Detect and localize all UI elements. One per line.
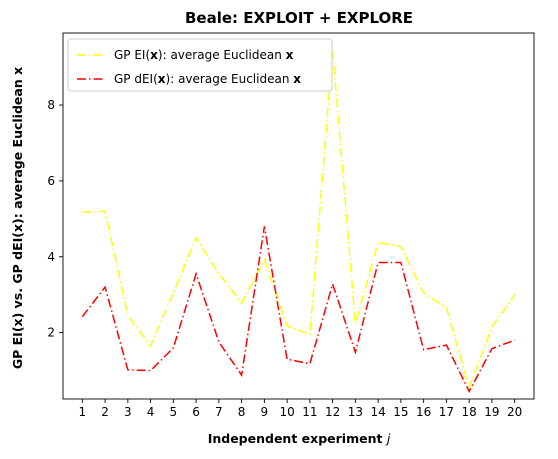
x-tick-label: 6	[192, 405, 200, 419]
y-tick-label: 6	[47, 174, 55, 188]
x-tick-label: 9	[261, 405, 269, 419]
legend-label-part: ): average Euclidean	[166, 72, 294, 86]
legend-label-part: x	[293, 72, 301, 86]
x-tick-label: 18	[462, 405, 477, 419]
x-tick-label: 11	[302, 405, 317, 419]
x-axis-label-text: Independent experiment	[208, 431, 383, 446]
legend-label-part: GP EI(	[114, 48, 150, 62]
x-tick-label: 5	[170, 405, 178, 419]
plot-frame	[62, 32, 535, 400]
y-axis-label: GP EI(x) vs. GP dEI(x): average Euclidea…	[10, 67, 25, 369]
legend-label-part: ): average Euclidean	[158, 48, 286, 62]
series-line-ei	[82, 50, 516, 390]
x-tick-label: 10	[279, 405, 294, 419]
x-tick-label: 17	[439, 405, 454, 419]
legend-label-part: GP dEI(	[114, 72, 158, 86]
legend-label-part: x	[286, 48, 294, 62]
x-tick-label: 19	[484, 405, 499, 419]
series-line-dei	[81, 226, 515, 394]
x-tick-label: 12	[325, 405, 340, 419]
x-tick-label: 4	[147, 405, 155, 419]
x-axis-label-variable: j	[385, 431, 391, 446]
x-tick-label: 13	[348, 405, 363, 419]
x-tick-label: 2	[101, 405, 109, 419]
x-axis-label: Independent experiment j	[208, 431, 391, 446]
x-tick-label: 1	[79, 405, 87, 419]
x-tick-label: 7	[215, 405, 223, 419]
chart-title: Beale: EXPLOIT + EXPLORE	[185, 9, 413, 27]
x-tick-label: 16	[416, 405, 431, 419]
y-tick-label: 8	[47, 98, 55, 112]
x-tick-label: 20	[507, 405, 522, 419]
x-tick-label: 14	[370, 405, 385, 419]
x-tick-label: 8	[238, 405, 246, 419]
x-tick-label: 15	[393, 405, 408, 419]
legend-label-part: x	[150, 48, 158, 62]
y-tick-label: 2	[47, 326, 55, 340]
legend-box	[67, 38, 333, 92]
y-tick-label: 4	[47, 250, 55, 264]
x-tick-label: 3	[124, 405, 132, 419]
legend-label-part: x	[158, 72, 166, 86]
legend-label: GP dEI(x): average Euclidean x	[114, 72, 301, 86]
legend-label: GP EI(x): average Euclidean x	[114, 48, 294, 62]
